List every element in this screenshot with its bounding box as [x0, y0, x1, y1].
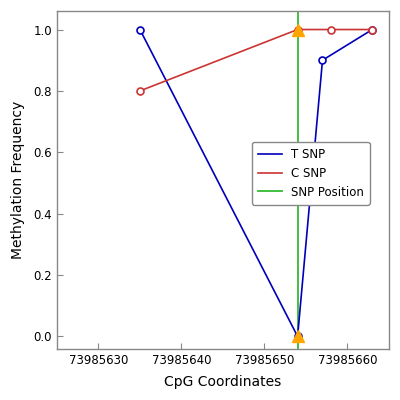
Legend: T SNP, C SNP, SNP Position: T SNP, C SNP, SNP Position: [252, 142, 370, 204]
Y-axis label: Methylation Frequency: Methylation Frequency: [11, 101, 25, 259]
X-axis label: CpG Coordinates: CpG Coordinates: [164, 375, 282, 389]
